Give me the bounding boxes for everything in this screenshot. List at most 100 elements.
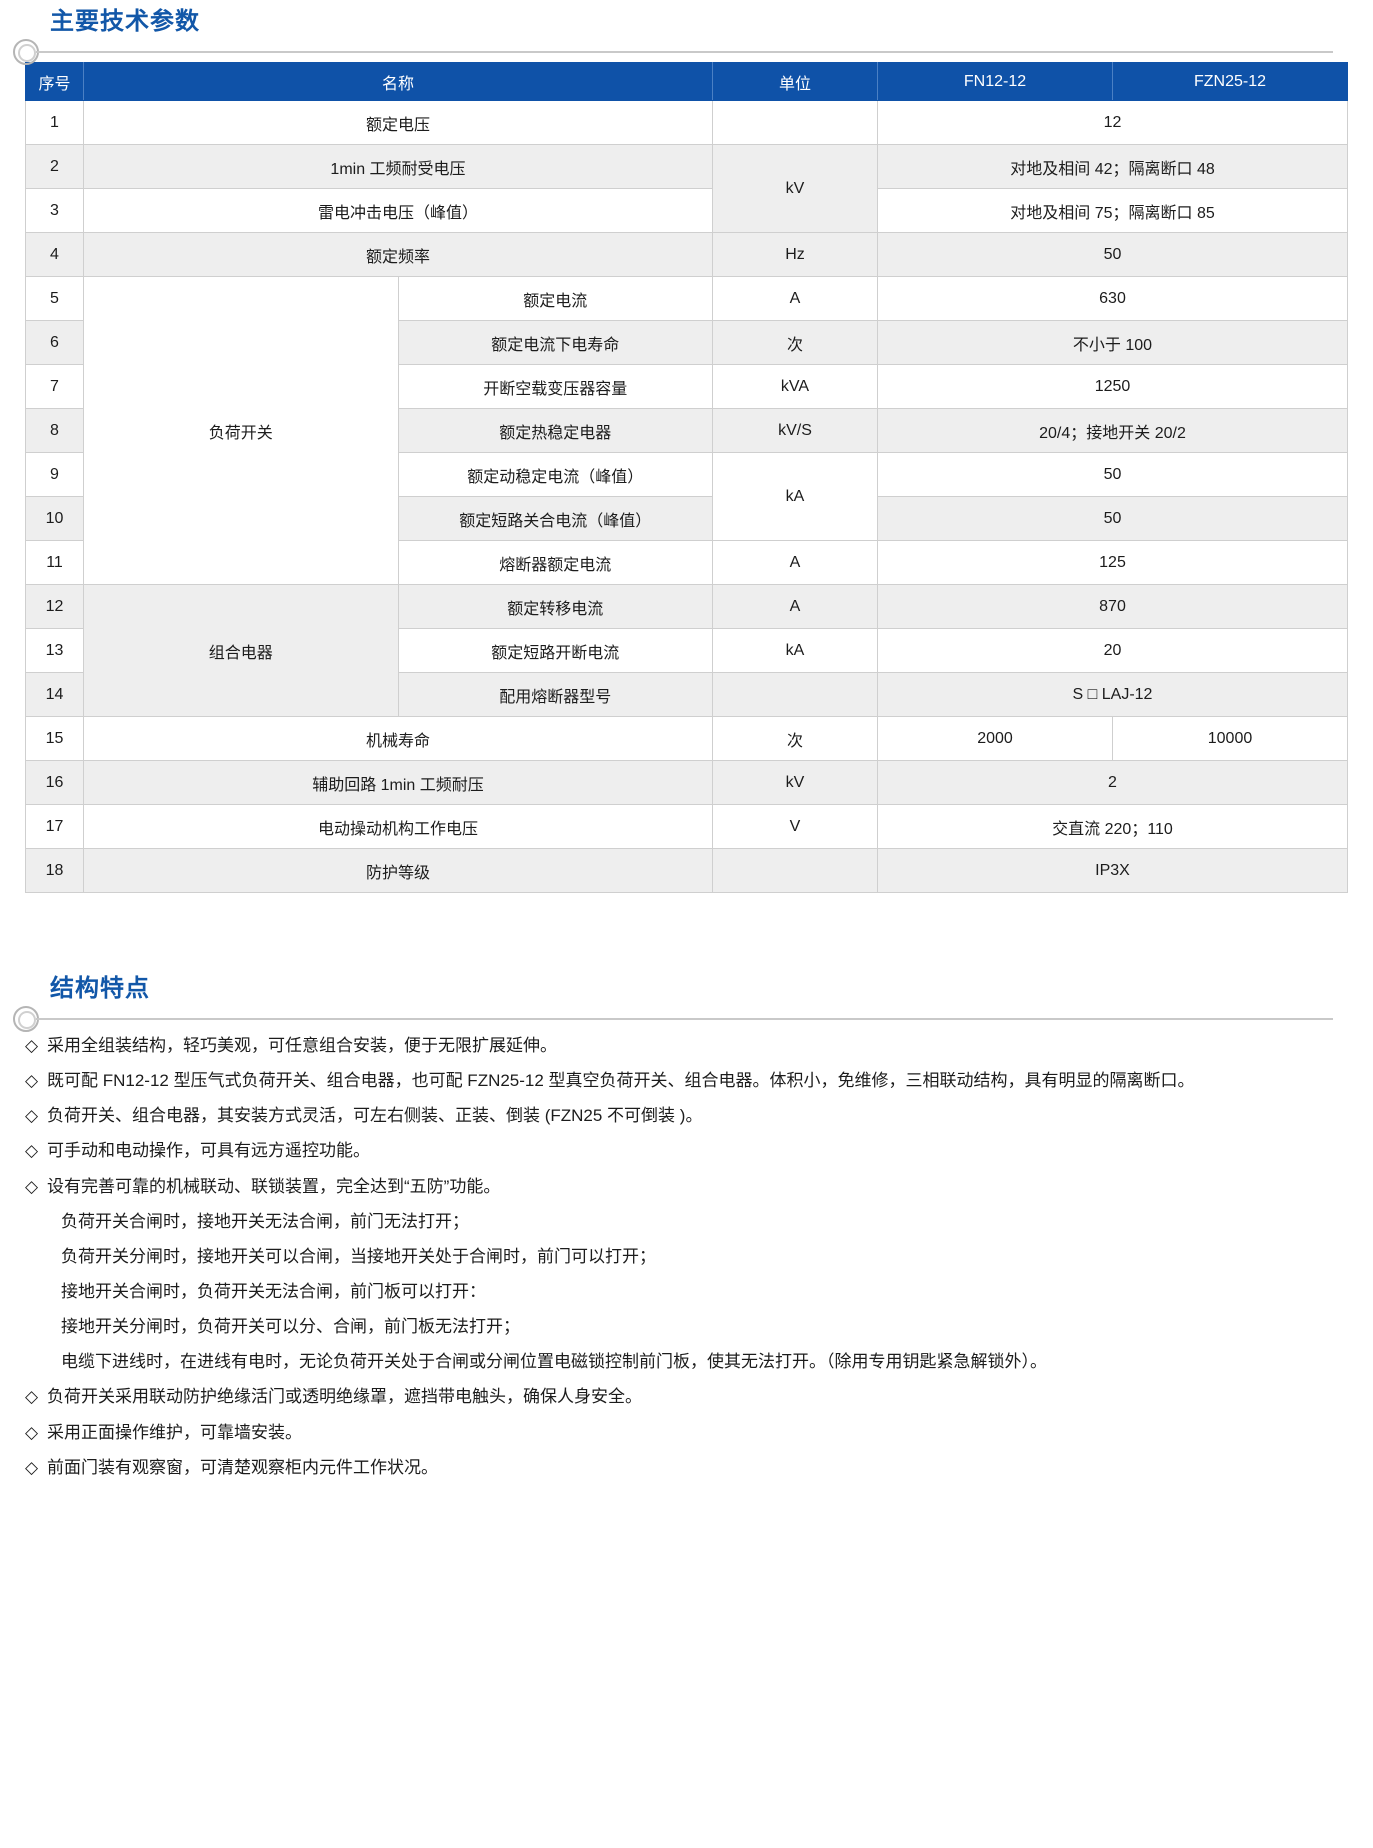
table-row: 7 开断空载变压器容量 kVA 1250 xyxy=(25,364,1348,409)
row-name: 额定电流下电寿命 xyxy=(397,320,713,365)
table-row: 2 1min 工频耐受电压 kV 对地及相间 42；隔离断口 48 xyxy=(25,144,1348,233)
row-no: 3 xyxy=(25,188,84,233)
row-no: 10 xyxy=(25,496,84,541)
row-no: 6 xyxy=(25,320,84,365)
list-item: ◇ 负荷开关采用联动防护绝缘活门或透明绝缘罩，遮挡带电触头，确保人身安全。 xyxy=(25,1380,1348,1413)
table-row: 9 额定动稳定电流（峰值） kA 50 xyxy=(25,452,1348,541)
row-value: 125 xyxy=(877,540,1348,585)
row-name: 熔断器额定电流 xyxy=(397,540,713,585)
row-unit: 次 xyxy=(712,320,878,365)
list-item: ◇ 前面门装有观察窗，可清楚观察柜内元件工作状况。 xyxy=(25,1451,1348,1484)
header-no: 序号 xyxy=(25,62,84,101)
row-value: 12 xyxy=(877,100,1348,145)
header-model-fzn25: FZN25-12 xyxy=(1112,62,1348,101)
row-value: 交直流 220；110 xyxy=(877,804,1348,849)
row-unit xyxy=(712,848,878,893)
sub-list-item-text: 电缆下进线时，在进线有电时，无论负荷开关处于合闸或分闸位置电磁锁控制前门板，使其… xyxy=(61,1352,1047,1372)
row-no: 4 xyxy=(25,232,84,277)
row-no: 17 xyxy=(25,804,84,849)
sub-list-item: 电缆下进线时，在进线有电时，无论负荷开关处于合闸或分闸位置电磁锁控制前门板，使其… xyxy=(25,1345,1348,1378)
table-row: 4 额定频率 Hz 50 xyxy=(25,232,1348,277)
row-no: 2 xyxy=(25,144,84,189)
group-label-combined: 组合电器 xyxy=(83,584,399,717)
row-unit: kVA xyxy=(712,364,878,409)
list-item-text: 负荷开关采用联动防护绝缘活门或透明绝缘罩，遮挡带电触头，确保人身安全。 xyxy=(47,1387,642,1407)
row-value: 630 xyxy=(877,276,1348,321)
row-unit: A xyxy=(712,584,878,629)
features-section-title: 结构特点 xyxy=(50,975,150,1002)
header-name: 名称 xyxy=(83,62,713,101)
list-item-text: 设有完善可靠的机械联动、联锁装置，完全达到“五防”功能。 xyxy=(47,1176,501,1196)
sub-list-item: 负荷开关分闸时，接地开关可以合闸，当接地开关处于合闸时，前门可以打开； xyxy=(25,1240,1348,1273)
features-section-header: 结构特点 xyxy=(0,967,1373,1032)
sub-list-item-text: 负荷开关分闸时，接地开关可以合闸，当接地开关处于合闸时，前门可以打开； xyxy=(61,1246,656,1266)
row-name: 额定短路关合电流（峰值） xyxy=(397,496,713,541)
row-no: 12 xyxy=(25,584,84,629)
row-name: 开断空载变压器容量 xyxy=(397,364,713,409)
row-value: 对地及相间 75；隔离断口 85 xyxy=(877,188,1348,233)
row-unit: V xyxy=(712,804,878,849)
row-name: 额定动稳定电流（峰值） xyxy=(397,452,713,497)
section-divider-rule xyxy=(36,51,1333,53)
row-no: 18 xyxy=(25,848,84,893)
row-no: 7 xyxy=(25,364,84,409)
list-item: ◇ 负荷开关、组合电器，其安装方式灵活，可左右侧装、正装、倒装 (FZN25 不… xyxy=(25,1099,1348,1132)
row-value: 对地及相间 42；隔离断口 48 xyxy=(877,144,1348,189)
table-row: 10 额定短路关合电流（峰值） 50 xyxy=(25,496,1348,541)
diamond-bullet-icon: ◇ xyxy=(25,1457,39,1477)
row-value: 不小于 100 xyxy=(877,320,1348,365)
table-row: 1 额定电压 12 xyxy=(25,100,1348,145)
row-unit: kV xyxy=(712,144,878,233)
row-no: 16 xyxy=(25,760,84,805)
diamond-bullet-icon: ◇ xyxy=(25,1176,39,1196)
list-item-text: 可手动和电动操作，可具有远方遥控功能。 xyxy=(47,1141,370,1161)
row-value: 870 xyxy=(877,584,1348,629)
row-name: 额定热稳定电器 xyxy=(397,408,713,453)
sub-list-item: 接地开关分闸时，负荷开关可以分、合闸，前门板无法打开； xyxy=(25,1310,1348,1343)
row-unit: Hz xyxy=(712,232,878,277)
sub-list-item: 负荷开关合闸时，接地开关无法合闸，前门无法打开； xyxy=(25,1205,1348,1238)
list-item-text: 采用全组装结构，轻巧美观，可任意组合安装，便于无限扩展延伸。 xyxy=(47,1036,557,1055)
row-no: 5 xyxy=(25,276,84,321)
row-value: S □ LAJ-12 xyxy=(877,672,1348,717)
row-unit xyxy=(712,672,878,717)
table-row: 17 电动操动机构工作电压 V 交直流 220；110 xyxy=(25,804,1348,849)
row-name: 额定电流 xyxy=(397,276,713,321)
row-unit: kA xyxy=(712,452,878,541)
row-name: 额定电压 xyxy=(83,100,713,145)
row-name: 机械寿命 xyxy=(83,716,713,761)
row-name: 电动操动机构工作电压 xyxy=(83,804,713,849)
row-name: 配用熔断器型号 xyxy=(397,672,713,717)
table-header-row: 序号 名称 单位 FN12-12 FZN25-12 xyxy=(25,62,1348,101)
row-no: 8 xyxy=(25,408,84,453)
row-value: 2 xyxy=(877,760,1348,805)
row-unit: kA xyxy=(712,628,878,673)
diamond-bullet-icon: ◇ xyxy=(25,1036,39,1055)
row-value: 50 xyxy=(877,452,1348,497)
table-row: 3 雷电冲击电压（峰值） 对地及相间 75；隔离断口 85 xyxy=(25,188,1348,233)
diamond-bullet-icon: ◇ xyxy=(25,1071,39,1091)
table-row: 14 配用熔断器型号 S □ LAJ-12 xyxy=(25,672,1348,717)
row-value: IP3X xyxy=(877,848,1348,893)
diamond-bullet-icon: ◇ xyxy=(25,1387,39,1407)
table-row: 18 防护等级 IP3X xyxy=(25,848,1348,893)
sub-list-item: 接地开关合闸时，负荷开关无法合闸，前门板可以打开： xyxy=(25,1275,1348,1308)
technical-parameters-table: 序号 名称 单位 FN12-12 FZN25-12 1 额定电压 12 2 xyxy=(25,62,1348,893)
row-value: 20/4；接地开关 20/2 xyxy=(877,408,1348,453)
row-name: 雷电冲击电压（峰值） xyxy=(83,188,713,233)
list-item: ◇ 既可配 FN12-12 型压气式负荷开关、组合电器，也可配 FZN25-12… xyxy=(25,1064,1348,1097)
table-row: 11 熔断器额定电流 A 125 xyxy=(25,540,1348,585)
row-no: 15 xyxy=(25,716,84,761)
sub-list-item-text: 接地开关合闸时，负荷开关无法合闸，前门板可以打开： xyxy=(61,1281,486,1301)
list-item-text: 采用正面操作维护，可靠墙安装。 xyxy=(47,1422,302,1442)
row-name: 辅助回路 1min 工频耐压 xyxy=(83,760,713,805)
row-name: 额定转移电流 xyxy=(397,584,713,629)
row-name: 防护等级 xyxy=(83,848,713,893)
row-value: 1250 xyxy=(877,364,1348,409)
row-name: 额定频率 xyxy=(83,232,713,277)
specs-section-title: 主要技术参数 xyxy=(50,8,200,35)
row-unit: kV/S xyxy=(712,408,878,453)
header-unit: 单位 xyxy=(712,62,878,101)
table-row: 16 辅助回路 1min 工频耐压 kV 2 xyxy=(25,760,1348,805)
specs-table-container: 序号 名称 单位 FN12-12 FZN25-12 1 额定电压 12 2 xyxy=(0,62,1373,893)
